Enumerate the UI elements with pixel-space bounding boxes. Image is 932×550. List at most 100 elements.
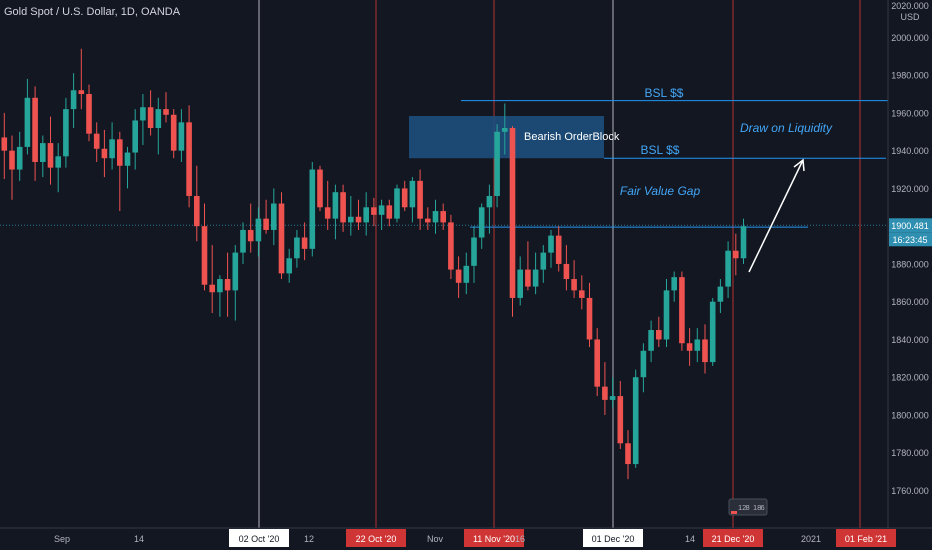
candle-body [625, 443, 631, 465]
candle-body [509, 128, 516, 298]
candle-body [440, 211, 446, 223]
price-axis-top-label: 2020.000 [891, 1, 929, 11]
price-tick-label: 2000.000 [891, 33, 929, 43]
candle-body [409, 180, 416, 208]
price-tick-label: 1960.000 [891, 108, 929, 118]
candle-body [132, 120, 138, 153]
candle-body [378, 205, 385, 215]
bar-counter-value: 6 [761, 503, 765, 512]
candle-body [294, 237, 300, 259]
candle-body [432, 211, 439, 223]
candle-body [579, 290, 585, 298]
bar-counter-swatch [731, 511, 737, 514]
candle-body [517, 269, 523, 298]
time-tick-label: Nov [427, 534, 444, 544]
candle-body [640, 350, 647, 378]
candle-body [632, 377, 639, 465]
candle-body [355, 216, 362, 223]
candle-body [101, 148, 108, 159]
candle-body [471, 237, 477, 266]
orderblock-zone [409, 116, 604, 159]
candle-body [186, 122, 192, 196]
time-marker-label: 22 Oct '20 [356, 534, 397, 544]
bsl-top-label: BSL $$ [645, 86, 684, 100]
candle-body [155, 109, 162, 129]
current-price-tag [889, 218, 932, 233]
candle-body [671, 277, 677, 291]
draw-liquidity-label: Draw on Liquidity [740, 121, 833, 135]
time-marker-label: 21 Dec '20 [712, 534, 755, 544]
candle-body [147, 107, 154, 129]
candle-body [40, 143, 46, 162]
candle-body [648, 330, 654, 351]
candle-body [717, 286, 724, 302]
candle-body [540, 252, 547, 270]
candle-body [109, 139, 115, 159]
candle-body [278, 203, 285, 274]
candle-body [86, 94, 92, 134]
fair-value-gap-label: Fair Value Gap [620, 184, 701, 198]
candle-body [201, 226, 208, 285]
candle-body [548, 235, 554, 253]
candle-body [725, 250, 731, 287]
candle-body [348, 216, 354, 223]
candle-body [656, 330, 662, 340]
price-tick-label: 1880.000 [891, 259, 929, 269]
candle-body [694, 339, 701, 351]
price-tick-label: 1920.000 [891, 184, 929, 194]
candle-body [24, 97, 31, 147]
candle-body [332, 192, 339, 219]
price-tick-label: 1940.000 [891, 146, 929, 156]
price-tick-label: 1820.000 [891, 373, 929, 383]
countdown-value: 16:23:45 [892, 235, 927, 245]
candle-body [555, 235, 562, 264]
time-marker-label: 01 Dec '20 [592, 534, 635, 544]
candle-body [301, 237, 308, 249]
candle-body [170, 114, 177, 151]
candle-body [463, 265, 470, 283]
candle-body [363, 207, 369, 223]
time-marker-label: 11 Nov '20 [473, 534, 515, 544]
bar-counter-badge [728, 498, 768, 516]
bar-counter-value: 8 [746, 503, 750, 512]
candle-body [78, 90, 85, 95]
candle-body [494, 131, 500, 196]
candle-body [563, 263, 570, 280]
candle-body [702, 339, 708, 363]
price-tick-label: 1760.000 [891, 486, 929, 496]
time-tick-label: 12 [304, 534, 314, 544]
candle-body [340, 192, 346, 223]
candle-body [317, 169, 323, 208]
bsl-mid-label: BSL $$ [641, 143, 680, 157]
time-marker-badge [703, 529, 763, 547]
candle-body [263, 218, 269, 230]
candle-body [571, 279, 577, 291]
candle-body [679, 277, 685, 344]
candle-body [602, 386, 608, 400]
candle-body [309, 169, 316, 249]
candle-body [733, 250, 739, 259]
candle-body [425, 218, 431, 223]
candle-body [686, 343, 693, 351]
time-tick-label: 14 [685, 534, 695, 544]
price-tick-label: 1840.000 [891, 335, 929, 345]
time-marker-badge [836, 529, 896, 547]
countdown-tag [889, 232, 932, 247]
candle-body [502, 128, 508, 132]
time-tick-label: 2021 [801, 534, 821, 544]
candle-body [16, 146, 23, 170]
time-marker-badge [346, 529, 406, 547]
candle-body [32, 97, 38, 162]
candle-body [194, 195, 200, 227]
candle-body [247, 229, 254, 242]
candle-body [55, 156, 61, 168]
candle-body [178, 122, 185, 151]
candle-body [271, 203, 277, 230]
candle-body [70, 90, 77, 110]
time-marker-label: 02 Oct '20 [239, 534, 280, 544]
candle-body [417, 180, 423, 219]
liquidity-arrow-line [748, 159, 804, 273]
current-price-value: 1900.481 [891, 221, 929, 231]
